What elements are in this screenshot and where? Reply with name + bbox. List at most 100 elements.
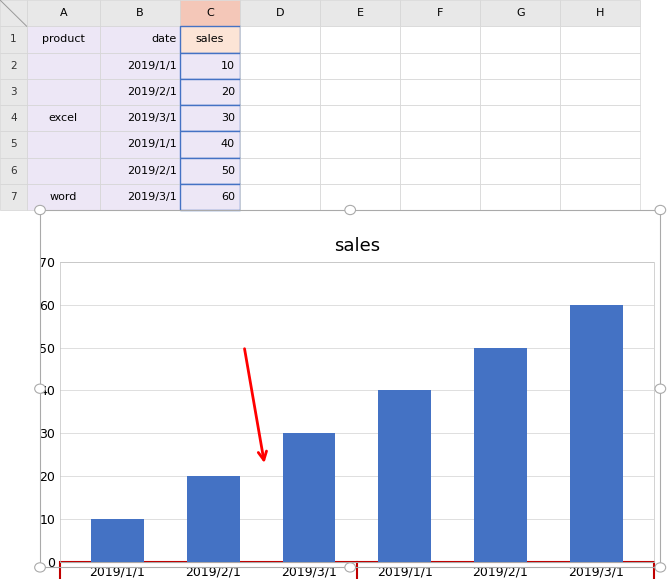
Bar xyxy=(240,157,320,184)
Bar xyxy=(100,26,180,53)
Text: 2019/2/1: 2019/2/1 xyxy=(127,87,177,97)
Bar xyxy=(100,157,180,184)
Bar xyxy=(180,26,240,53)
Bar xyxy=(180,0,240,26)
Bar xyxy=(560,0,640,26)
Bar xyxy=(180,184,240,210)
Bar xyxy=(240,53,320,79)
Bar xyxy=(27,157,100,184)
Text: 4: 4 xyxy=(10,113,17,123)
Bar xyxy=(480,79,560,105)
Bar xyxy=(560,184,640,210)
Text: 2019/2/1: 2019/2/1 xyxy=(127,166,177,175)
Bar xyxy=(400,131,480,157)
Bar xyxy=(27,105,100,131)
Bar xyxy=(100,53,180,79)
Bar xyxy=(100,0,180,26)
Bar xyxy=(320,79,400,105)
Bar xyxy=(400,79,480,105)
Text: 2019/3/1: 2019/3/1 xyxy=(127,113,177,123)
Bar xyxy=(60,262,654,562)
Bar xyxy=(100,79,180,105)
Text: F: F xyxy=(437,8,444,18)
Bar xyxy=(480,0,560,26)
Bar xyxy=(180,105,240,131)
Bar xyxy=(560,157,640,184)
Bar xyxy=(378,390,431,562)
Text: 40: 40 xyxy=(221,140,235,149)
Text: product: product xyxy=(42,34,85,45)
Bar xyxy=(570,305,622,562)
Text: excel: excel xyxy=(49,113,78,123)
Bar xyxy=(0,0,27,26)
Text: 5: 5 xyxy=(10,140,17,149)
Bar xyxy=(320,0,400,26)
Bar xyxy=(400,157,480,184)
Bar xyxy=(187,476,239,562)
Bar xyxy=(60,562,654,579)
Bar xyxy=(320,26,400,53)
Bar xyxy=(400,105,480,131)
Text: B: B xyxy=(136,8,144,18)
Bar xyxy=(560,26,640,53)
Bar xyxy=(180,53,240,79)
Bar xyxy=(240,131,320,157)
Bar xyxy=(180,131,240,157)
Text: 2019/1/1: 2019/1/1 xyxy=(127,140,177,149)
Bar xyxy=(480,53,560,79)
Bar xyxy=(480,131,560,157)
Bar xyxy=(0,157,27,184)
Bar xyxy=(180,79,240,105)
Text: 3: 3 xyxy=(10,87,17,97)
Bar xyxy=(0,53,27,79)
Bar xyxy=(400,0,480,26)
Bar xyxy=(27,131,100,157)
Bar xyxy=(180,157,240,184)
Bar xyxy=(320,184,400,210)
Bar xyxy=(240,26,320,53)
Text: 2: 2 xyxy=(10,61,17,71)
Bar xyxy=(27,53,100,79)
Bar xyxy=(320,105,400,131)
Bar xyxy=(480,184,560,210)
Bar xyxy=(480,105,560,131)
Bar xyxy=(27,0,100,26)
Text: G: G xyxy=(516,8,524,18)
Bar xyxy=(27,184,100,210)
Bar xyxy=(0,26,27,53)
Bar xyxy=(27,79,100,105)
Text: H: H xyxy=(596,8,604,18)
Bar xyxy=(480,26,560,53)
Bar xyxy=(0,79,27,105)
Bar xyxy=(560,79,640,105)
Bar xyxy=(560,105,640,131)
Title: sales: sales xyxy=(334,237,380,255)
Bar xyxy=(400,184,480,210)
Bar xyxy=(480,157,560,184)
Text: C: C xyxy=(206,8,214,18)
Text: 20: 20 xyxy=(221,87,235,97)
Bar xyxy=(240,184,320,210)
Bar xyxy=(240,105,320,131)
Text: E: E xyxy=(357,8,364,18)
Text: 30: 30 xyxy=(221,113,235,123)
Bar xyxy=(283,433,336,562)
Bar xyxy=(400,53,480,79)
Text: date: date xyxy=(151,34,177,45)
Text: 2019/3/1: 2019/3/1 xyxy=(127,192,177,202)
Bar xyxy=(0,105,27,131)
Bar xyxy=(320,53,400,79)
Bar xyxy=(91,519,144,562)
Text: 6: 6 xyxy=(10,166,17,175)
Text: A: A xyxy=(59,8,67,18)
Bar xyxy=(240,0,320,26)
Text: 60: 60 xyxy=(221,192,235,202)
Bar xyxy=(400,26,480,53)
Text: 2019/1/1: 2019/1/1 xyxy=(127,61,177,71)
Bar xyxy=(560,53,640,79)
Bar xyxy=(320,157,400,184)
Bar xyxy=(0,131,27,157)
Text: 1: 1 xyxy=(10,34,17,45)
Bar xyxy=(27,26,100,53)
Bar xyxy=(100,131,180,157)
